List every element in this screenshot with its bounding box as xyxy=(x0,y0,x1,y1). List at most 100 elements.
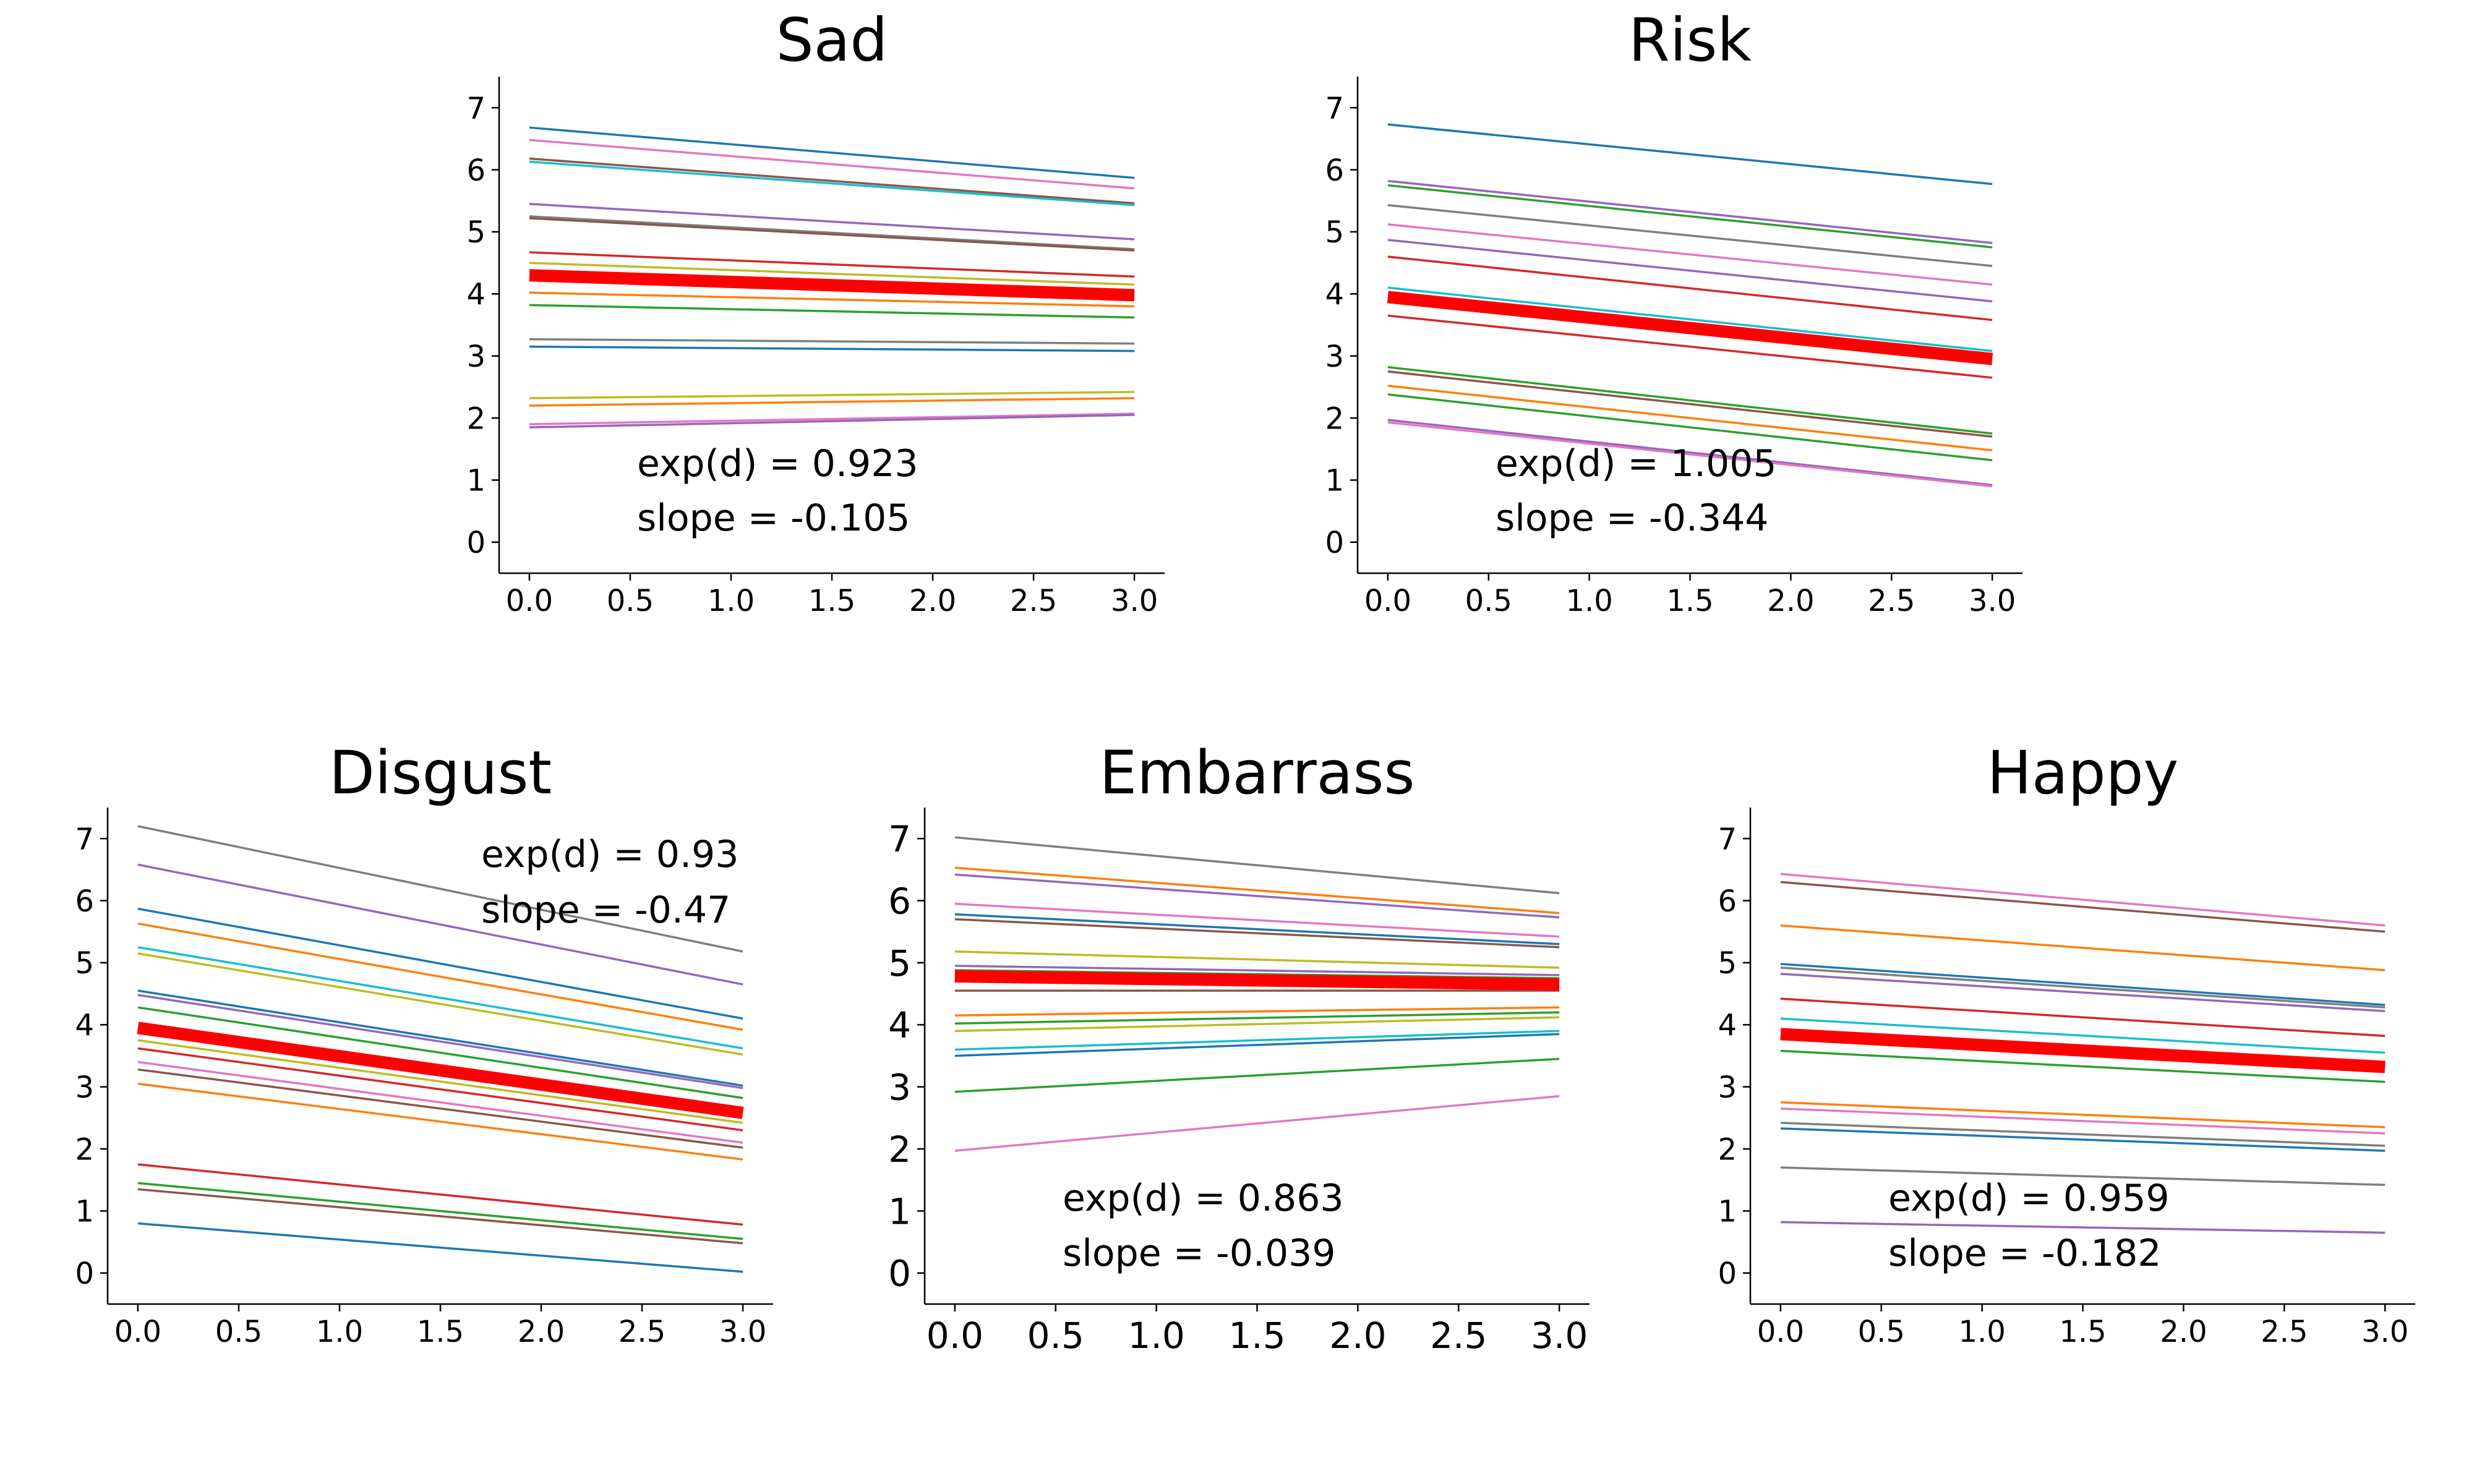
x-tick-label: 0.5 xyxy=(1027,1315,1084,1357)
x-tick-label: 0.0 xyxy=(506,584,553,618)
x-tick-label: 1.0 xyxy=(1565,584,1612,618)
series-line xyxy=(1387,385,1993,451)
x-tick-label: 1.5 xyxy=(1228,1315,1285,1357)
series-line xyxy=(137,1006,743,1099)
series-line xyxy=(529,157,1135,205)
series-line xyxy=(529,203,1135,241)
series-line xyxy=(954,873,1560,919)
series-line xyxy=(529,262,1135,286)
y-tick-label: 5 xyxy=(466,215,486,250)
annotation-slope: slope = -0.47 xyxy=(481,889,730,932)
series-line xyxy=(1780,881,2386,933)
series-line xyxy=(1387,421,1993,488)
y-tick-label: 0 xyxy=(1718,1256,1737,1291)
x-tick-label: 2.0 xyxy=(1329,1315,1386,1357)
series-line xyxy=(137,1222,743,1273)
y-tick-label: 6 xyxy=(1325,153,1344,188)
y-tick-label: 6 xyxy=(466,153,486,188)
panel-title: Happy xyxy=(1987,738,2179,808)
y-tick-label: 4 xyxy=(75,1009,94,1043)
x-tick-label: 0.0 xyxy=(114,1315,161,1349)
series-line xyxy=(529,291,1135,308)
y-tick-label: 5 xyxy=(888,942,911,984)
series-line xyxy=(1387,204,1993,267)
y-tick-label: 4 xyxy=(888,1004,911,1046)
series-line xyxy=(137,994,743,1090)
series-line xyxy=(1387,286,1993,352)
x-tick-label: 0.0 xyxy=(1757,1315,1804,1349)
annotation-expd: exp(d) = 0.863 xyxy=(1063,1177,1344,1220)
mean-line xyxy=(1780,1028,2386,1073)
y-tick-label: 4 xyxy=(1718,1009,1737,1043)
panel-title: Disgust xyxy=(329,738,552,808)
panel-title: Sad xyxy=(776,6,888,75)
mean-line xyxy=(954,970,1560,991)
annotation-slope: slope = -0.039 xyxy=(1063,1232,1335,1275)
panel-disgust: Disgust 0.0 0.5 1.0 1.5 2.0 2.5 3.0 0 1 2 3 4 5 6 7 exp(… xyxy=(75,738,773,1349)
y-tick-label: 1 xyxy=(1718,1195,1737,1229)
series-line xyxy=(1780,973,2386,1012)
series-line xyxy=(137,907,743,1020)
y-tick-label: 2 xyxy=(1325,401,1344,436)
series-line xyxy=(1780,924,2386,971)
y-tick-label: 1 xyxy=(888,1190,911,1232)
y-tick-label: 7 xyxy=(1325,91,1344,126)
panel-sad: Sad 0.0 0.5 1.0 1.5 2.0 2.5 3.0 0 1 2 3 4 5 6 7 exp(d) =… xyxy=(466,6,1165,618)
y-tick-label: 2 xyxy=(466,401,486,436)
x-tick-label: 0.0 xyxy=(1364,584,1411,618)
y-tick-label: 3 xyxy=(466,339,486,374)
mean-line xyxy=(1387,291,1993,365)
series-line xyxy=(1780,1166,2386,1187)
x-tick-label: 2.5 xyxy=(618,1315,666,1349)
series-line xyxy=(1780,963,2386,1006)
series-line xyxy=(529,160,1135,207)
series-line xyxy=(137,863,743,986)
series-line xyxy=(954,836,1560,895)
y-tick-label: 1 xyxy=(75,1195,94,1229)
series-line xyxy=(1387,370,1993,438)
series-line xyxy=(1387,179,1993,244)
x-tick-label: 0.5 xyxy=(1858,1315,1905,1349)
y-tick-label: 1 xyxy=(466,464,486,498)
series-line xyxy=(954,1033,1560,1057)
x-tick-label: 1.5 xyxy=(1666,584,1713,618)
panel-title: Embarrass xyxy=(1099,738,1415,808)
series-line xyxy=(529,345,1135,352)
series-line xyxy=(137,1047,743,1132)
y-tick-label: 7 xyxy=(466,91,486,126)
annotation-slope: slope = -0.105 xyxy=(637,497,910,540)
series-line xyxy=(1387,314,1993,379)
x-tick-label: 2.0 xyxy=(518,1315,565,1349)
series-line xyxy=(954,1016,1560,1033)
y-tick-label: 4 xyxy=(466,278,486,312)
x-tick-label: 0.5 xyxy=(607,584,654,618)
series-line xyxy=(1780,966,2386,1009)
series-line xyxy=(529,391,1135,399)
x-tick-label: 1.5 xyxy=(2059,1315,2106,1349)
series-line xyxy=(1780,1122,2386,1147)
x-tick-label: 2.0 xyxy=(909,584,956,618)
series-line xyxy=(529,139,1135,190)
series-line xyxy=(1780,1049,2386,1083)
x-tick-label: 1.0 xyxy=(708,584,755,618)
series-line xyxy=(1780,997,2386,1038)
y-tick-label: 1 xyxy=(1325,464,1344,498)
series-line xyxy=(1780,872,2386,927)
panel-title: Risk xyxy=(1629,6,1752,75)
mean-line xyxy=(529,269,1135,302)
series-line xyxy=(137,946,743,1050)
series-line xyxy=(1387,255,1993,322)
x-tick-label: 3.0 xyxy=(1531,1315,1588,1357)
x-tick-label: 2.5 xyxy=(1868,584,1915,618)
series-line xyxy=(137,1182,743,1240)
series-line xyxy=(529,397,1135,407)
series-line xyxy=(954,950,1560,969)
series-line xyxy=(1387,184,1993,249)
series-line xyxy=(137,989,743,1087)
x-tick-label: 2.5 xyxy=(1010,584,1057,618)
annotation-slope: slope = -0.182 xyxy=(1888,1232,2161,1275)
series-line xyxy=(954,1030,1560,1051)
x-tick-label: 2.0 xyxy=(1767,584,1814,618)
panel-happy: Happy 0.0 0.5 1.0 1.5 2.0 2.5 3.0 0 1 2 3 4 5 6 7 exp(d)… xyxy=(1718,738,2415,1349)
y-tick-label: 2 xyxy=(888,1128,911,1171)
